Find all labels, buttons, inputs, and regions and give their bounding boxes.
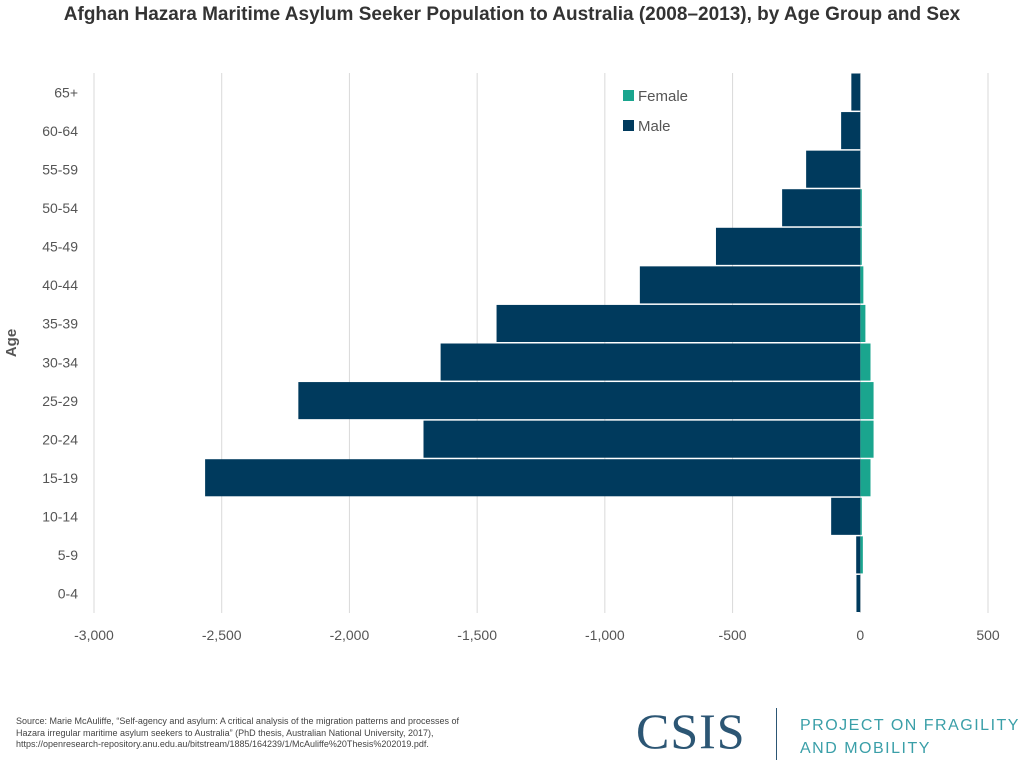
bar-male xyxy=(841,112,861,150)
bar-female xyxy=(860,266,864,304)
y-tick-label: 15-19 xyxy=(42,470,78,486)
source-line: Hazara irregular maritime asylum seekers… xyxy=(16,727,434,738)
y-tick-label: 55-59 xyxy=(42,161,78,177)
bar-male xyxy=(856,574,861,612)
y-tick-label: 65+ xyxy=(54,84,78,100)
source-line: Source: Marie McAuliffe, “Self-agency an… xyxy=(16,716,460,726)
x-tick-label: 0 xyxy=(856,627,864,643)
legend-swatch xyxy=(623,90,634,101)
y-tick-label: 45-49 xyxy=(42,239,78,255)
legend-label: Female xyxy=(638,88,688,105)
y-tick-label: 60-64 xyxy=(42,123,78,139)
x-tick-label: -3,000 xyxy=(74,627,114,643)
source-note: Source: Marie McAuliffe, “Self-agency an… xyxy=(16,716,556,751)
bar-female xyxy=(860,382,874,420)
y-tick-label: 0-4 xyxy=(58,586,78,602)
y-tick-label: 50-54 xyxy=(42,200,78,216)
bar-female xyxy=(860,420,874,458)
bar-male xyxy=(423,420,861,458)
bar-male xyxy=(715,227,861,265)
bar-female xyxy=(860,189,862,227)
bar-male xyxy=(298,382,861,420)
project-line: AND MOBILITY xyxy=(800,740,931,757)
chart-plot: -3,000 -2,500 -2,000 -1,500 -1,000 -500 0 500 65… xyxy=(3,73,1000,643)
y-tick-label: 10-14 xyxy=(42,509,78,525)
x-tick-label: -500 xyxy=(719,627,747,643)
y-tick-label: 25-29 xyxy=(42,393,78,409)
project-name: PROJECT ON FRAGILITY AND MOBILITY xyxy=(800,714,1020,760)
bar-female xyxy=(860,497,862,535)
bar-male xyxy=(851,73,861,111)
y-tick-label: 30-34 xyxy=(42,354,78,370)
bar-male xyxy=(205,459,861,497)
y-axis-label: Age xyxy=(3,329,20,357)
y-tick-label: 5-9 xyxy=(58,547,78,563)
bar-male xyxy=(639,266,861,304)
bar-female xyxy=(860,343,871,381)
x-tick-label: -1,500 xyxy=(457,627,497,643)
bar-male xyxy=(856,536,861,574)
x-tick-label: -1,000 xyxy=(585,627,625,643)
x-tick-label: -2,500 xyxy=(202,627,242,643)
project-line: PROJECT ON FRAGILITY xyxy=(800,717,1020,734)
bar-male xyxy=(831,497,861,535)
legend-swatch xyxy=(623,120,634,131)
bar-male xyxy=(496,304,861,342)
y-tick-label: 20-24 xyxy=(42,431,78,447)
y-tick-label: 35-39 xyxy=(42,316,78,332)
x-tick-label: -2,000 xyxy=(330,627,370,643)
bar-female xyxy=(860,304,866,342)
y-tick-label: 40-44 xyxy=(42,277,78,293)
x-tick-label: 500 xyxy=(976,627,1000,643)
csis-logo: CSIS xyxy=(636,703,746,759)
legend-label: Male xyxy=(638,118,671,135)
bar-female xyxy=(860,459,871,497)
bar-female xyxy=(860,227,862,265)
source-line: https://openresearch-repository.anu.edu.… xyxy=(16,739,429,749)
bar-female xyxy=(860,536,863,574)
bar-male xyxy=(440,343,861,381)
logo-divider xyxy=(776,708,777,760)
chart-title: Afghan Hazara Maritime Asylum Seeker Pop… xyxy=(63,4,961,25)
bar-male xyxy=(806,150,861,188)
bar-male xyxy=(782,189,861,227)
